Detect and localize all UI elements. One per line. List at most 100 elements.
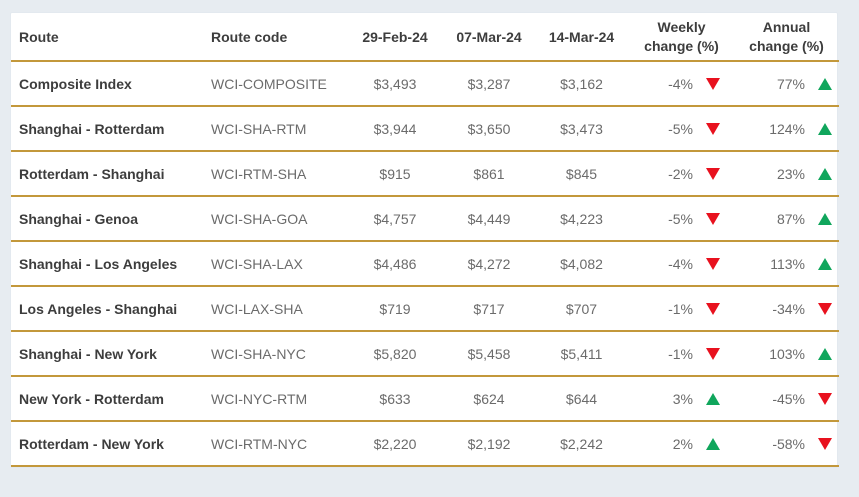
route-code-cell: WCI-SHA-RTM: [211, 106, 346, 152]
annual-change-cell: 103%: [734, 331, 839, 377]
weekly-change-cell: -1%: [629, 286, 734, 332]
route-code-cell: WCI-SHA-NYC: [211, 331, 346, 377]
column-header-07-mar-24: 07-Mar-24: [444, 13, 534, 62]
annual-change-value: 124%: [769, 120, 805, 137]
down-triangle-icon: [818, 392, 832, 405]
annual-change-value: 23%: [776, 165, 805, 182]
price-cell-07-mar: $2,192: [444, 421, 534, 467]
column-header-14-mar-24: 14-Mar-24: [534, 13, 629, 62]
down-triangle-icon: [706, 122, 720, 135]
weekly-change-value: -2%: [668, 165, 693, 182]
down-triangle-icon: [706, 212, 720, 225]
route-cell: Rotterdam - New York: [11, 421, 211, 467]
weekly-change-value: 2%: [672, 435, 693, 452]
annual-change-value: 87%: [776, 210, 805, 227]
column-header-annual-change-label: Annual change (%): [749, 19, 824, 54]
price-cell-07-mar: $624: [444, 376, 534, 422]
annual-change-cell: 113%: [734, 241, 839, 287]
down-triangle-icon: [706, 302, 720, 315]
route-code-cell: WCI-RTM-NYC: [211, 421, 346, 467]
route-code-cell: WCI-NYC-RTM: [211, 376, 346, 422]
price-cell-29-feb: $915: [346, 151, 444, 197]
column-header-annual-change: Annual change (%): [734, 13, 839, 62]
weekly-change-value: 3%: [672, 390, 693, 407]
route-cell: Shanghai - New York: [11, 331, 211, 377]
price-cell-14-mar: $845: [534, 151, 629, 197]
route-cell: Shanghai - Genoa: [11, 196, 211, 242]
weekly-change-value: -5%: [668, 120, 693, 137]
table-row: Rotterdam - New York WCI-RTM-NYC $2,220 …: [11, 421, 839, 467]
table-row: Los Angeles - Shanghai WCI-LAX-SHA $719 …: [11, 286, 839, 332]
price-cell-14-mar: $2,242: [534, 421, 629, 467]
down-triangle-icon: [818, 302, 832, 315]
annual-change-value: -34%: [772, 300, 805, 317]
down-triangle-icon: [818, 437, 832, 450]
column-header-weekly-change: Weekly change (%): [629, 13, 734, 62]
price-cell-07-mar: $4,449: [444, 196, 534, 242]
weekly-change-cell: -5%: [629, 196, 734, 242]
annual-change-value: -58%: [772, 435, 805, 452]
route-code-cell: WCI-SHA-LAX: [211, 241, 346, 287]
annual-change-value: 113%: [770, 255, 805, 272]
table-row: New York - Rotterdam WCI-NYC-RTM $633 $6…: [11, 376, 839, 422]
column-header-route-code: Route code: [211, 13, 346, 62]
annual-change-cell: 23%: [734, 151, 839, 197]
annual-change-cell: -58%: [734, 421, 839, 467]
price-cell-07-mar: $3,650: [444, 106, 534, 152]
weekly-change-value: -1%: [668, 300, 693, 317]
price-cell-14-mar: $5,411: [534, 331, 629, 377]
up-triangle-icon: [706, 437, 720, 450]
annual-change-cell: -45%: [734, 376, 839, 422]
price-cell-29-feb: $4,757: [346, 196, 444, 242]
price-cell-14-mar: $3,162: [534, 61, 629, 107]
annual-change-cell: 77%: [734, 61, 839, 107]
column-header-29-feb-24: 29-Feb-24: [346, 13, 444, 62]
weekly-change-cell: -1%: [629, 331, 734, 377]
price-cell-14-mar: $644: [534, 376, 629, 422]
table-row: Shanghai - New York WCI-SHA-NYC $5,820 $…: [11, 331, 839, 377]
price-cell-29-feb: $633: [346, 376, 444, 422]
down-triangle-icon: [706, 77, 720, 90]
table-row: Composite Index WCI-COMPOSITE $3,493 $3,…: [11, 61, 839, 107]
route-code-cell: WCI-LAX-SHA: [211, 286, 346, 332]
price-cell-29-feb: $5,820: [346, 331, 444, 377]
price-cell-29-feb: $3,493: [346, 61, 444, 107]
price-cell-29-feb: $3,944: [346, 106, 444, 152]
up-triangle-icon: [818, 347, 832, 360]
route-cell: Los Angeles - Shanghai: [11, 286, 211, 332]
route-cell: New York - Rotterdam: [11, 376, 211, 422]
weekly-change-value: -5%: [668, 210, 693, 227]
up-triangle-icon: [818, 122, 832, 135]
price-cell-07-mar: $4,272: [444, 241, 534, 287]
price-cell-07-mar: $5,458: [444, 331, 534, 377]
route-cell: Rotterdam - Shanghai: [11, 151, 211, 197]
annual-change-value: -45%: [772, 390, 805, 407]
down-triangle-icon: [706, 257, 720, 270]
annual-change-cell: 124%: [734, 106, 839, 152]
route-code-cell: WCI-RTM-SHA: [211, 151, 346, 197]
price-cell-07-mar: $717: [444, 286, 534, 332]
annual-change-cell: 87%: [734, 196, 839, 242]
price-cell-14-mar: $707: [534, 286, 629, 332]
weekly-change-value: -1%: [668, 345, 693, 362]
annual-change-cell: -34%: [734, 286, 839, 332]
up-triangle-icon: [818, 77, 832, 90]
column-header-route: Route: [11, 13, 211, 62]
annual-change-value: 103%: [769, 345, 805, 362]
up-triangle-icon: [706, 392, 720, 405]
route-cell: Shanghai - Los Angeles: [11, 241, 211, 287]
price-cell-14-mar: $4,082: [534, 241, 629, 287]
rates-table-card: Route Route code 29-Feb-24 07-Mar-24 14-…: [10, 12, 839, 468]
table-row: Shanghai - Rotterdam WCI-SHA-RTM $3,944 …: [11, 106, 839, 152]
price-cell-29-feb: $4,486: [346, 241, 444, 287]
weekly-change-cell: -4%: [629, 61, 734, 107]
route-cell: Shanghai - Rotterdam: [11, 106, 211, 152]
table-body: Composite Index WCI-COMPOSITE $3,493 $3,…: [11, 61, 839, 467]
weekly-change-value: -4%: [668, 255, 693, 272]
header-row: Route Route code 29-Feb-24 07-Mar-24 14-…: [11, 13, 839, 62]
down-triangle-icon: [706, 347, 720, 360]
table-row: Shanghai - Los Angeles WCI-SHA-LAX $4,48…: [11, 241, 839, 287]
annual-change-value: 77%: [776, 75, 805, 92]
up-triangle-icon: [818, 212, 832, 225]
container-index-table: Route Route code 29-Feb-24 07-Mar-24 14-…: [11, 13, 839, 467]
